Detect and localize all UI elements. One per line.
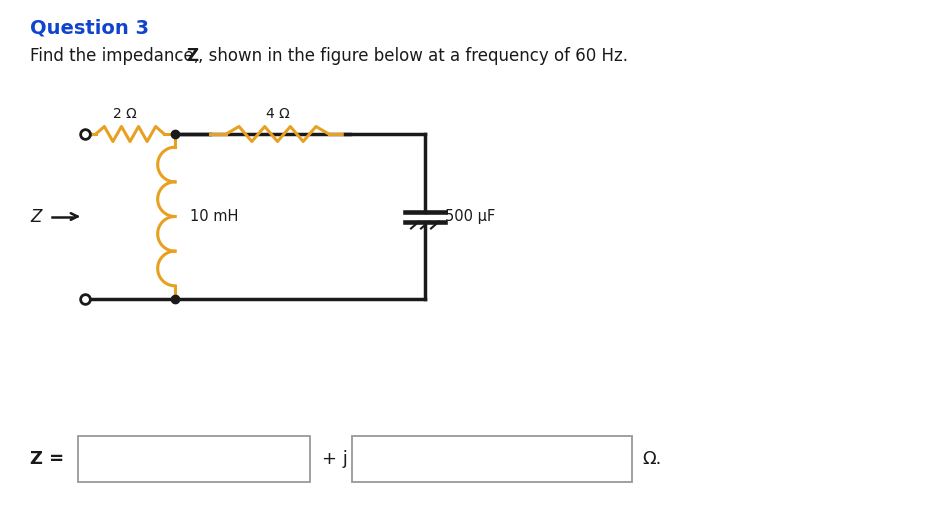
Text: + j: + j <box>322 450 348 468</box>
Text: Ω.: Ω. <box>642 450 662 468</box>
Text: 2 Ω: 2 Ω <box>113 107 137 121</box>
Text: Find the impedance,: Find the impedance, <box>30 47 204 65</box>
Text: Z: Z <box>186 47 198 65</box>
Text: 10 mH: 10 mH <box>190 209 239 224</box>
Text: 4 Ω: 4 Ω <box>266 107 290 121</box>
Text: , shown in the figure below at a frequency of 60 Hz.: , shown in the figure below at a frequen… <box>197 47 628 65</box>
Polygon shape <box>352 436 632 482</box>
Text: Question 3: Question 3 <box>30 19 149 38</box>
Text: 500 μF: 500 μF <box>445 209 495 224</box>
Text: Z =: Z = <box>30 450 64 468</box>
Polygon shape <box>78 436 310 482</box>
Text: Z: Z <box>30 208 41 226</box>
